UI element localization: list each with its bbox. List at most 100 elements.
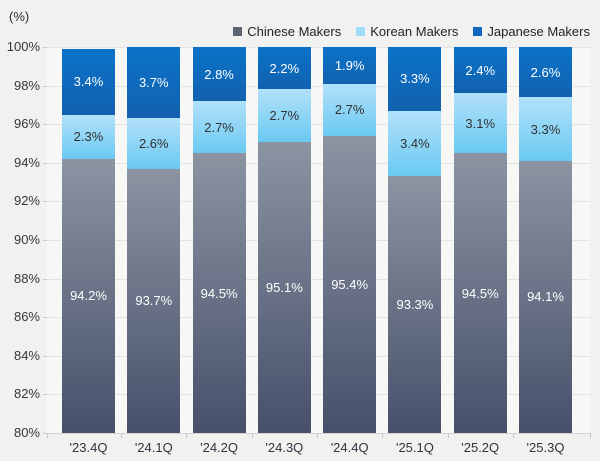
bar-segment-japanese: 2.4% [453, 47, 507, 94]
bar-segment-chinese: 93.7% [127, 168, 181, 433]
legend-item-2: Japanese Makers [473, 24, 590, 39]
legend-item-label: Japanese Makers [487, 24, 590, 39]
x-tick-label: '25.2Q [461, 440, 500, 455]
legend-item-label: Korean Makers [370, 24, 459, 39]
y-tick-label: 98% [13, 77, 40, 93]
bar-segment-chinese: 94.2% [62, 158, 115, 433]
bar-segment-label: 94.2% [70, 288, 107, 304]
bar-segment-label: 2.7% [204, 119, 234, 135]
y-tick-label: 86% [13, 309, 40, 325]
bar-segment-label: 3.4% [73, 74, 104, 90]
legend-item-0: Chinese Makers [233, 24, 341, 39]
bar-segment-label: 95.4% [331, 276, 369, 292]
x-tick-mark [590, 433, 591, 438]
bar-segment-korean: 2.6% [127, 118, 181, 169]
bar-segment-japanese: 2.6% [519, 47, 572, 98]
bar-segment-label: 2.4% [465, 62, 496, 78]
bar-'25.1Q: 3.3% 3.4% 93.3% [388, 47, 442, 433]
bar-segment-korean: 3.3% [519, 97, 572, 161]
y-gridline [47, 124, 590, 126]
bar-'25.2Q: 2.4% 3.1% 94.5% [453, 47, 507, 433]
legend-swatch-icon [356, 27, 366, 36]
y-tick-label: 96% [13, 116, 40, 132]
bar-segment-korean: 2.7% [192, 101, 246, 154]
y-axis-unit-label: (%) [9, 9, 30, 24]
x-tick-mark [512, 433, 514, 438]
x-tick-mark [121, 433, 123, 438]
y-tick-label: 80% [13, 425, 40, 440]
y-gridline [47, 278, 590, 280]
bar-'24.3Q: 2.2% 2.7% 95.1% [257, 47, 311, 433]
y-tick-mark [43, 394, 47, 396]
bar-segment-korean: 2.3% [62, 114, 115, 159]
bar-segment-japanese: 2.2% [257, 47, 311, 90]
bar-segment-chinese: 95.4% [323, 135, 377, 433]
bar-segment-chinese: 93.3% [388, 176, 442, 433]
y-gridline [47, 85, 590, 87]
bar-segment-korean: 3.1% [453, 93, 507, 154]
y-tick-mark [43, 124, 47, 126]
x-tick-mark [317, 433, 318, 438]
bar-segment-japanese: 1.9% [323, 47, 377, 84]
y-tick-label: 84% [13, 347, 40, 363]
bar-segment-japanese: 3.7% [127, 47, 181, 119]
bar-segment-label: 2.3% [73, 129, 104, 145]
y-tick-mark [43, 47, 47, 48]
bar-segment-label: 2.6% [530, 64, 561, 80]
y-tick-mark [43, 433, 47, 434]
bar-segment-chinese: 94.5% [192, 153, 246, 433]
bar-segment-label: 2.7% [334, 102, 365, 118]
y-tick-label: 92% [13, 193, 40, 209]
y-tick-label: 100% [6, 39, 40, 54]
y-gridline [47, 47, 590, 48]
x-tick-label: '24.1Q [134, 440, 173, 455]
bar-segment-label: 94.5% [461, 285, 499, 301]
y-tick-mark [43, 355, 47, 357]
y-tick-mark [43, 201, 47, 203]
x-tick-label: '24.3Q [265, 440, 304, 455]
y-tick-mark [43, 85, 47, 87]
bar-segment-korean: 3.4% [388, 110, 442, 177]
bar-'25.3Q: 2.6% 3.3% 94.1% [519, 47, 572, 433]
x-tick-mark [382, 433, 384, 438]
y-gridline [47, 355, 590, 357]
bar-'23.4Q: 3.4% 2.3% 94.2% [62, 48, 115, 433]
legend-swatch-icon [473, 27, 483, 36]
bar-segment-label: 3.4% [400, 136, 430, 151]
x-tick-mark [186, 433, 188, 438]
y-tick-label: 90% [13, 232, 40, 247]
bar-segment-label: 1.9% [334, 57, 365, 73]
bar-segment-label: 3.3% [530, 121, 561, 137]
bar-segment-chinese: 94.1% [519, 160, 572, 433]
bar-'24.4Q: 1.9% 2.7% 95.4% [323, 47, 377, 433]
bar-segment-label: 2.8% [204, 66, 234, 82]
x-tick-label: '23.4Q [69, 440, 108, 455]
legend-item-1: Korean Makers [356, 24, 458, 39]
y-tick-mark [43, 162, 47, 164]
x-tick-label: '25.3Q [526, 440, 565, 455]
bar-segment-chinese: 95.1% [257, 141, 311, 433]
bar-segment-label: 2.2% [269, 60, 300, 76]
y-gridline [47, 317, 590, 319]
bar-segment-japanese: 2.8% [192, 47, 246, 102]
x-tick-mark [47, 433, 48, 438]
y-gridline [47, 162, 590, 164]
y-gridline [47, 394, 590, 396]
bars-layer: 3.4% 2.3% 94.2% 3.7% 2.6% 93.7% 2.8% 2.7% 94.5% 2… [47, 47, 590, 433]
bar-'24.2Q: 2.8% 2.7% 94.5% [192, 47, 246, 433]
bar-segment-label: 2.6% [138, 136, 169, 151]
x-axis-line [47, 433, 590, 434]
y-gridline [47, 240, 590, 241]
bar-segment-japanese: 3.4% [62, 48, 115, 115]
bar-segment-korean: 2.7% [257, 89, 311, 142]
legend-swatch-icon [233, 27, 243, 36]
x-tick-label: '25.1Q [395, 440, 434, 455]
y-tick-mark [43, 278, 47, 280]
x-tick-label: '24.2Q [200, 440, 239, 455]
bar-segment-chinese: 94.5% [453, 153, 507, 433]
bar-segment-label: 94.5% [200, 285, 238, 301]
bar-segment-label: 3.7% [138, 75, 169, 91]
y-tick-mark [43, 240, 47, 241]
y-tick-label: 94% [13, 154, 40, 170]
